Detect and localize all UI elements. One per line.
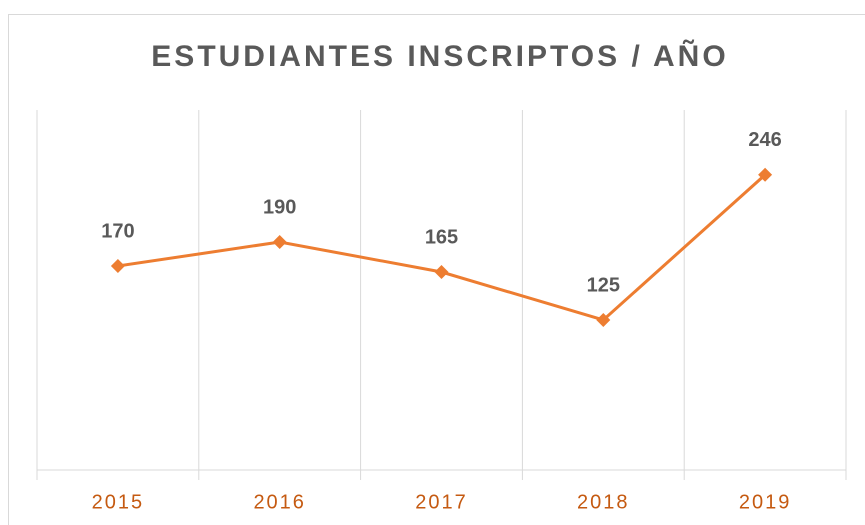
data-label: 190 [263, 196, 296, 218]
x-tick-label: 2018 [577, 491, 630, 513]
marker [434, 265, 449, 279]
marker [596, 313, 611, 327]
marker [272, 235, 287, 249]
data-label: 125 [587, 274, 620, 296]
x-tick-label: 2017 [415, 491, 468, 513]
chart-title: ESTUDIANTES INSCRIPTOS / AÑO [151, 39, 728, 73]
data-label: 170 [101, 220, 134, 242]
marker [110, 259, 125, 273]
x-tick-label: 2019 [739, 491, 792, 513]
data-label: 165 [425, 226, 458, 248]
x-tick-label: 2015 [92, 491, 145, 513]
x-tick-label: 2016 [253, 491, 306, 513]
marker [758, 167, 773, 182]
data-label: 246 [748, 129, 781, 151]
